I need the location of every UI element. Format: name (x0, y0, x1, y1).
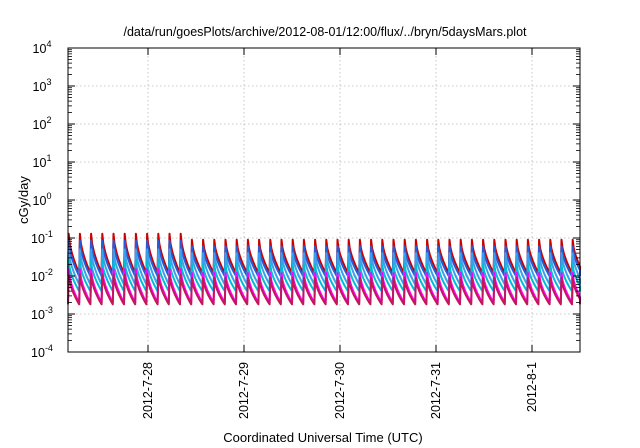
y-ticks: 10-4 10-3 10-2 10-1 100 101 102 103 104 (31, 39, 580, 360)
y-tick-label: 10-3 (31, 305, 53, 322)
y-tick-label: 102 (33, 115, 52, 132)
x-tick-label: 2012-7-28 (141, 362, 155, 419)
y-tick-label: 103 (33, 77, 52, 94)
series-line (67, 273, 581, 306)
chart-title: /data/run/goesPlots/archive/2012-08-01/1… (123, 25, 527, 39)
x-tick-label: 2012-7-30 (333, 362, 347, 419)
grid (68, 48, 580, 352)
y-axis-label: cGy/day (16, 176, 31, 224)
y-tick-label: 104 (33, 39, 52, 56)
x-tick-label: 2012-7-29 (237, 362, 251, 419)
y-tick-label: 10-2 (31, 267, 53, 284)
y-tick-label: 101 (33, 153, 52, 170)
y-tick-label: 10-4 (31, 343, 53, 360)
x-axis-label: Coordinated Universal Time (UTC) (223, 430, 422, 445)
y-tick-label: 10-1 (31, 229, 53, 246)
x-tick-label: 2012-8-1 (525, 362, 539, 412)
x-ticks: 2012-7-28 2012-7-29 2012-7-30 2012-7-31 2012… (141, 48, 539, 419)
x-tick-label: 2012-7-31 (429, 362, 443, 419)
y-tick-label: 100 (33, 191, 52, 208)
series-group (67, 232, 581, 306)
series-line (67, 232, 581, 274)
